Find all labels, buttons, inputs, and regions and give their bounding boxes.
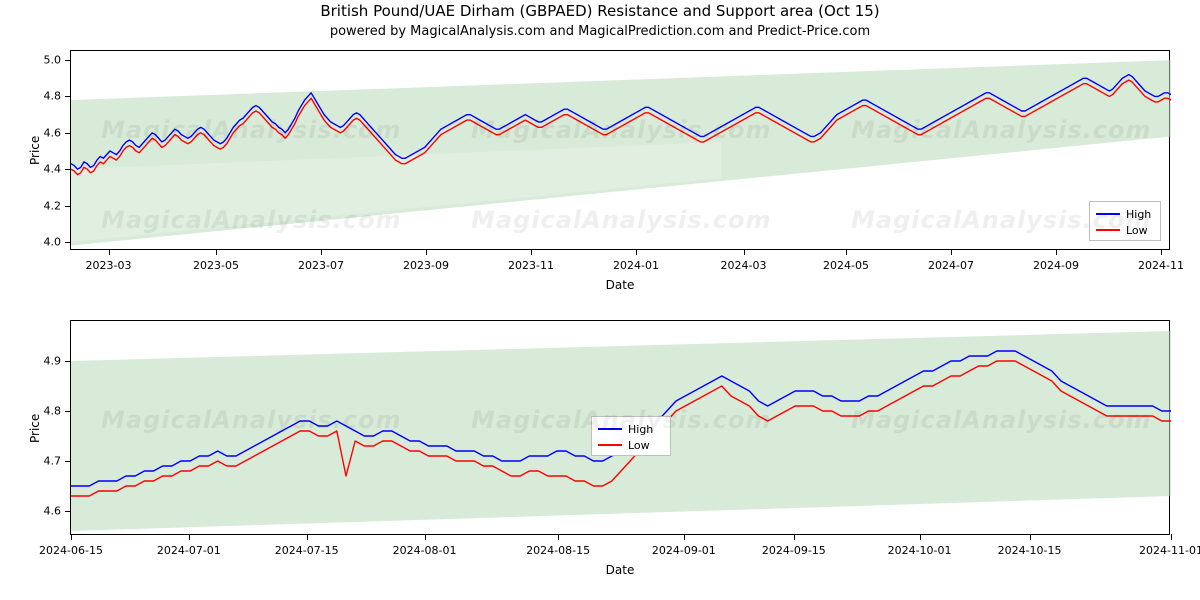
ytick-mark: [65, 96, 71, 97]
ytick-mark: [65, 461, 71, 462]
xtick-mark: [1161, 249, 1162, 255]
xtick-label: 2024-10-01: [888, 544, 952, 557]
legend-row-low: Low: [598, 437, 664, 453]
xtick-mark: [846, 249, 847, 255]
ytick-label: 4.0: [44, 235, 62, 248]
xtick-mark: [636, 249, 637, 255]
xtick-label: 2024-08-15: [526, 544, 590, 557]
panel1-plot-area: High Low MagicalAnalysis.comMagicalAnaly…: [70, 50, 1170, 250]
xtick-label: 2024-09-01: [652, 544, 716, 557]
ytick-mark: [65, 361, 71, 362]
panel2-ylabel: Price: [28, 413, 42, 442]
ytick-label: 4.2: [44, 199, 62, 212]
legend-label-high: High: [628, 423, 653, 436]
xtick-label: 2023-07: [298, 259, 344, 272]
ytick-mark: [65, 133, 71, 134]
ytick-mark: [65, 169, 71, 170]
xtick-mark: [684, 534, 685, 540]
legend-label-low: Low: [1126, 224, 1148, 237]
legend-label-low: Low: [628, 439, 650, 452]
ytick-mark: [65, 511, 71, 512]
xtick-mark: [307, 534, 308, 540]
panel2-plot-area: High Low MagicalAnalysis.comMagicalAnaly…: [70, 320, 1170, 535]
xtick-mark: [1030, 534, 1031, 540]
xtick-label: 2024-05: [823, 259, 869, 272]
xtick-mark: [1056, 249, 1057, 255]
xtick-mark: [71, 534, 72, 540]
xtick-label: 2024-09-15: [762, 544, 826, 557]
xtick-label: 2023-03: [86, 259, 132, 272]
ytick-mark: [65, 206, 71, 207]
xtick-mark: [794, 534, 795, 540]
panel1-svg: [71, 51, 1171, 251]
xtick-mark: [558, 534, 559, 540]
xtick-label: 2023-11: [508, 259, 554, 272]
xtick-label: 2024-11-01: [1139, 544, 1200, 557]
ytick-label: 4.8: [44, 405, 62, 418]
legend-row-high: High: [1096, 206, 1154, 222]
legend-line-low: [598, 444, 622, 446]
ytick-label: 4.9: [44, 355, 62, 368]
xtick-label: 2024-01: [613, 259, 659, 272]
chart-title: British Pound/UAE Dirham (GBPAED) Resist…: [0, 2, 1200, 20]
xtick-label: 2024-07-01: [157, 544, 221, 557]
ytick-mark: [65, 411, 71, 412]
xtick-mark: [920, 534, 921, 540]
xtick-mark: [321, 249, 322, 255]
xtick-label: 2024-10-15: [998, 544, 1062, 557]
legend-row-high: High: [598, 421, 664, 437]
ytick-label: 5.0: [44, 54, 62, 67]
legend-line-low: [1096, 229, 1120, 231]
xtick-mark: [426, 249, 427, 255]
ytick-label: 4.6: [44, 505, 62, 518]
legend-row-low: Low: [1096, 222, 1154, 238]
xtick-label: 2024-03: [721, 259, 767, 272]
xtick-label: 2024-07-15: [275, 544, 339, 557]
xtick-label: 2024-06-15: [39, 544, 103, 557]
xtick-mark: [1171, 534, 1172, 540]
xtick-mark: [951, 249, 952, 255]
xtick-label: 2023-09: [403, 259, 449, 272]
xtick-mark: [109, 249, 110, 255]
ytick-label: 4.6: [44, 126, 62, 139]
xtick-mark: [744, 249, 745, 255]
xtick-mark: [425, 534, 426, 540]
xtick-label: 2024-09: [1033, 259, 1079, 272]
panel2-legend: High Low: [591, 416, 671, 456]
ytick-mark: [65, 60, 71, 61]
panel1-legend: High Low: [1089, 201, 1161, 241]
xtick-mark: [216, 249, 217, 255]
panel2-xlabel: Date: [70, 563, 1170, 577]
xtick-mark: [531, 249, 532, 255]
ytick-label: 4.4: [44, 163, 62, 176]
ytick-label: 4.8: [44, 90, 62, 103]
xtick-mark: [189, 534, 190, 540]
legend-line-high: [598, 428, 622, 430]
legend-label-high: High: [1126, 208, 1151, 221]
panel1-xlabel: Date: [70, 278, 1170, 292]
legend-line-high: [1096, 213, 1120, 215]
ytick-mark: [65, 242, 71, 243]
ytick-label: 4.7: [44, 455, 62, 468]
panel1-ylabel: Price: [28, 136, 42, 165]
xtick-label: 2024-08-01: [393, 544, 457, 557]
chart-subtitle: powered by MagicalAnalysis.com and Magic…: [0, 24, 1200, 39]
xtick-label: 2024-11: [1138, 259, 1184, 272]
xtick-label: 2023-05: [193, 259, 239, 272]
xtick-label: 2024-07: [928, 259, 974, 272]
